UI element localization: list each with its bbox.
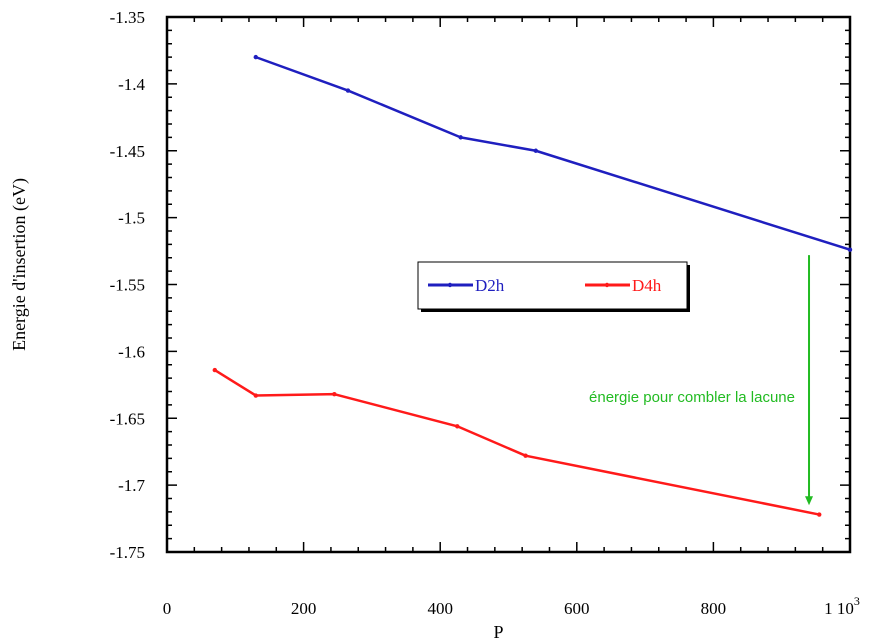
x-tick-label: 0	[163, 599, 172, 618]
legend-label-D2h: D2h	[475, 276, 505, 295]
x-tick-label: 200	[291, 599, 317, 618]
legend-marker-D4h	[604, 282, 610, 288]
y-tick-label: -1.45	[110, 142, 145, 161]
data-point-D4h	[817, 512, 822, 517]
y-tick-label: -1.55	[110, 276, 145, 295]
series-line-D4h	[214, 369, 820, 516]
y-tick-label: -1.65	[110, 409, 145, 428]
x-tick-label: 400	[427, 599, 453, 618]
data-point-D2h	[458, 135, 463, 140]
annotation-arrow-head	[805, 496, 814, 506]
series-layer	[212, 54, 853, 517]
data-point-D4h	[455, 424, 460, 429]
y-tick-label: -1.35	[110, 8, 145, 27]
x-axis-title: P	[493, 622, 503, 641]
data-point-D2h	[533, 148, 539, 153]
x-tick-label: 1 103	[824, 594, 860, 618]
y-tick-label: -1.6	[118, 342, 145, 361]
series-line-D2h	[255, 55, 851, 251]
annotation: énergie pour combler la lacune	[589, 255, 814, 506]
y-tick-label: -1.7	[118, 476, 145, 495]
data-point-D4h	[212, 367, 218, 373]
legend-marker-D2h	[447, 282, 453, 288]
y-axis: -1.35 -1.4 -1.45 -1.5 -1.55 -1.6 -1.65 -1.7 -1.7…	[110, 8, 850, 562]
data-point-D4h	[523, 453, 528, 458]
y-tick-label: -1.4	[118, 75, 145, 94]
legend: D2h D4h	[417, 261, 690, 312]
x-tick-label: 800	[701, 599, 727, 618]
data-point-D4h	[253, 393, 258, 398]
data-point-D2h	[253, 54, 258, 60]
data-point-D2h	[345, 88, 351, 93]
x-axis: 0 200 400 600 800 1 103	[163, 17, 860, 618]
x-tick-exponent: 3	[854, 594, 860, 608]
annotation-text: énergie pour combler la lacune	[589, 389, 795, 406]
data-point-D4h	[332, 391, 337, 397]
y-axis-title: Energie d'insertion (eV)	[9, 178, 30, 351]
y-tick-label: -1.5	[118, 209, 145, 228]
data-point-D2h	[847, 247, 853, 252]
legend-label-D4h: D4h	[632, 276, 662, 295]
x-tick-label: 600	[564, 599, 590, 618]
y-tick-label: -1.75	[110, 543, 145, 562]
